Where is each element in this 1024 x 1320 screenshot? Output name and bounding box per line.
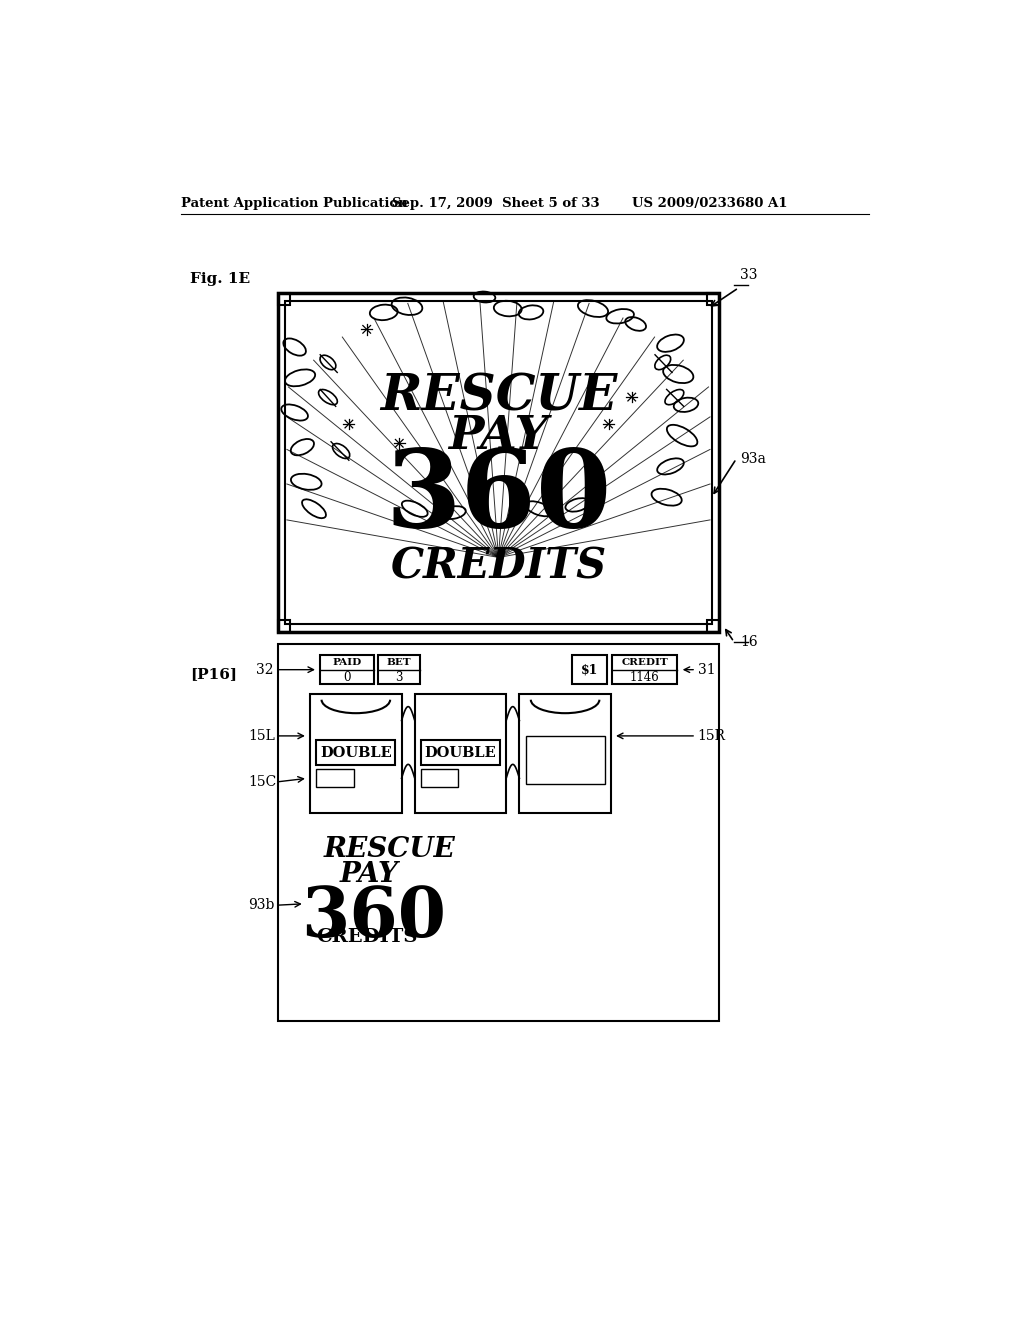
Text: PAY: PAY [340,861,398,887]
Text: 15R: 15R [697,729,726,743]
Text: PAY: PAY [449,413,549,458]
Text: Patent Application Publication: Patent Application Publication [180,197,408,210]
Text: 93a: 93a [740,451,766,466]
Text: PAID: PAID [333,659,361,667]
Bar [278,293,290,305]
Bar [415,693,506,813]
Bar [611,655,678,684]
Text: US 2009/0233680 A1: US 2009/0233680 A1 [632,197,787,210]
Text: Sep. 17, 2009  Sheet 5 of 33: Sep. 17, 2009 Sheet 5 of 33 [391,197,599,210]
Bar [525,737,604,784]
Text: 16: 16 [740,635,758,649]
Text: BET: BET [386,659,412,667]
Bar [321,655,375,684]
Text: RESCUE: RESCUE [324,836,456,863]
Bar [572,655,607,684]
Bar [316,770,353,788]
Bar [278,619,290,632]
Bar [378,655,420,684]
Text: 15L: 15L [248,729,275,743]
Bar [286,301,712,624]
Bar [707,619,719,632]
Text: DOUBLE: DOUBLE [425,746,497,760]
Text: 33: 33 [740,268,758,281]
Text: Fig. 1E: Fig. 1E [190,272,250,286]
Text: 3: 3 [395,671,402,684]
Text: 0: 0 [344,671,351,684]
Text: 15C: 15C [248,775,276,789]
Text: 32: 32 [256,663,273,677]
Text: RESCUE: RESCUE [380,372,617,421]
Bar [278,293,719,632]
Text: 31: 31 [697,663,715,677]
Text: 360: 360 [301,884,445,950]
Text: CREDIT: CREDIT [622,659,668,667]
Text: [P16]: [P16] [190,667,237,681]
Bar [421,739,500,766]
Text: 93b: 93b [248,899,274,912]
Text: 1146: 1146 [630,671,659,684]
Text: DOUBLE: DOUBLE [319,746,392,760]
Bar [707,293,719,305]
Bar [310,693,401,813]
Bar [278,644,719,1020]
Text: $1: $1 [581,663,598,676]
Text: CREDITS: CREDITS [316,928,418,946]
Bar [316,739,395,766]
Text: 360: 360 [385,445,611,550]
Bar [421,770,458,788]
Bar [519,693,611,813]
Text: CREDITS: CREDITS [390,545,606,587]
